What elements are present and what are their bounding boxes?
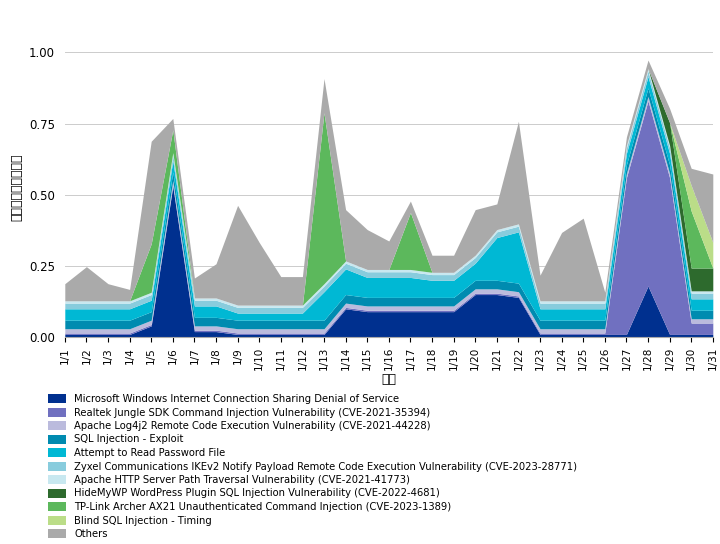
X-axis label: 日付: 日付	[382, 373, 396, 386]
Legend: Microsoft Windows Internet Connection Sharing Denial of Service, Realtek Jungle : Microsoft Windows Internet Connection Sh…	[48, 394, 577, 539]
Y-axis label: 検出件数（正規化）: 検出件数（正規化）	[11, 154, 24, 221]
